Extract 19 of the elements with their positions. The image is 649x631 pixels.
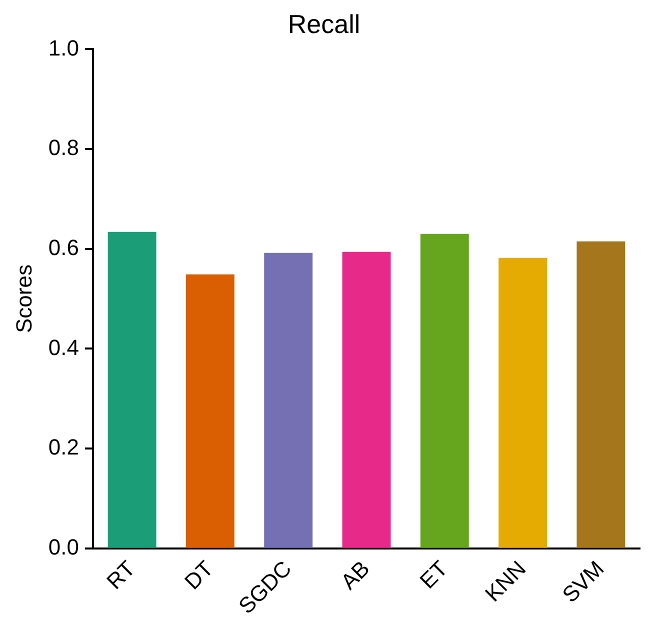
y-tick-label: 1.0 <box>48 35 79 60</box>
bar <box>108 232 156 548</box>
bar <box>186 274 234 548</box>
y-tick-label: 0.2 <box>48 434 79 460</box>
y-tick-label: 0.6 <box>48 234 79 260</box>
y-tick-label: 0.4 <box>48 334 79 360</box>
y-tick-label: 0.0 <box>48 534 79 560</box>
x-tick-label: ET <box>414 556 452 594</box>
bar <box>342 252 391 548</box>
chart-title: Recall <box>288 8 360 39</box>
y-tick-label: 0.8 <box>48 135 79 160</box>
x-tick-label: AB <box>336 556 374 594</box>
bar <box>576 241 626 548</box>
x-tick-label: RT <box>102 556 140 594</box>
bar <box>498 258 548 548</box>
bar <box>420 234 469 548</box>
bar <box>264 252 313 548</box>
x-tick-label: DT <box>180 556 218 594</box>
y-axis-title: Scores <box>11 264 36 334</box>
